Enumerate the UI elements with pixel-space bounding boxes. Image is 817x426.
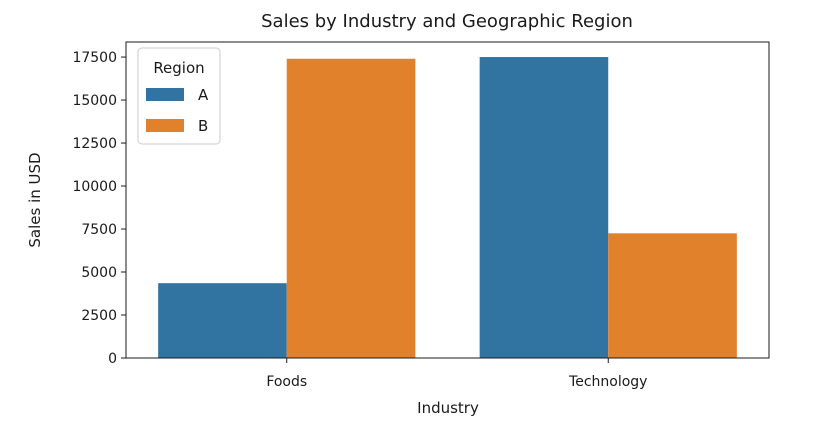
y-tick-label: 0 <box>108 351 117 367</box>
bar-foods-a <box>158 283 287 358</box>
y-tick-label: 15000 <box>72 93 117 109</box>
y-tick-label: 12500 <box>72 136 117 152</box>
x-tick-label: Technology <box>568 374 647 390</box>
x-axis: Foods Technology <box>266 358 647 390</box>
plot-frame <box>125 41 770 359</box>
y-tick-label: 2500 <box>81 308 117 324</box>
bar-technology-b <box>608 233 737 358</box>
y-axis: 0 2500 5000 7500 10000 12500 15000 17500 <box>72 50 126 367</box>
chart-title: Sales by Industry and Geographic Region <box>261 11 633 32</box>
legend-label-a: A <box>198 86 209 104</box>
legend-swatch-a <box>146 88 184 101</box>
y-tick-label: 17500 <box>72 50 117 66</box>
bar-foods-b <box>286 58 416 359</box>
legend-swatch-b <box>146 119 184 132</box>
y-tick-label: 7500 <box>81 222 117 238</box>
x-tick-label: Foods <box>266 374 307 390</box>
legend-title: Region <box>153 59 204 77</box>
bars <box>158 57 737 359</box>
x-axis-label: Industry <box>417 399 479 417</box>
legend-label-b: B <box>198 117 208 135</box>
y-tick-label: 10000 <box>72 179 117 195</box>
y-axis-label: Sales in USD <box>26 152 44 247</box>
bar-technology-a <box>479 57 609 359</box>
legend: Region AB <box>137 47 221 145</box>
y-tick-label: 5000 <box>81 265 117 281</box>
